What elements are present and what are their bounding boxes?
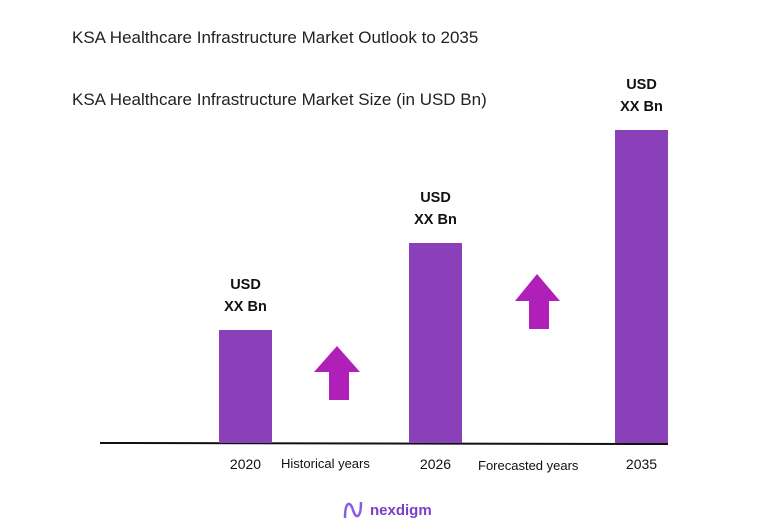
data-label-line: USD [230,277,261,293]
bar-2020 [219,330,272,443]
x-tick-label: 2035 [625,456,658,472]
logo-text: nexdigm [370,501,432,519]
data-label-line: XX Bn [224,299,267,315]
up-arrow-icon [314,346,360,400]
bar-2026 [409,242,462,443]
chart-title: KSA Healthcare Infrastructure Market Out… [72,28,479,47]
data-label-line: USD [420,189,451,206]
data-label-line: XX Bn [414,211,457,228]
x-tick-label: 2026 [419,456,452,472]
annotation-historical: Historical years [281,456,370,471]
data-label: USD XX Bn [597,74,687,118]
data-label-line: USD [626,76,657,93]
nexdigm-logo: nexdigm [342,498,432,522]
chart-subtitle: KSA Healthcare Infrastructure Market Siz… [72,90,487,109]
x-axis [99,442,669,445]
data-label: USD XX Bn [201,274,291,318]
nexdigm-logo-icon [343,501,363,519]
bar-2035 [615,129,668,444]
data-label: USD XX Bn [391,187,481,231]
data-label-line: XX Bn [620,98,663,115]
up-arrow-icon [515,274,560,329]
x-tick-label: 2020 [229,456,262,472]
annotation-forecasted: Forecasted years [478,458,579,473]
